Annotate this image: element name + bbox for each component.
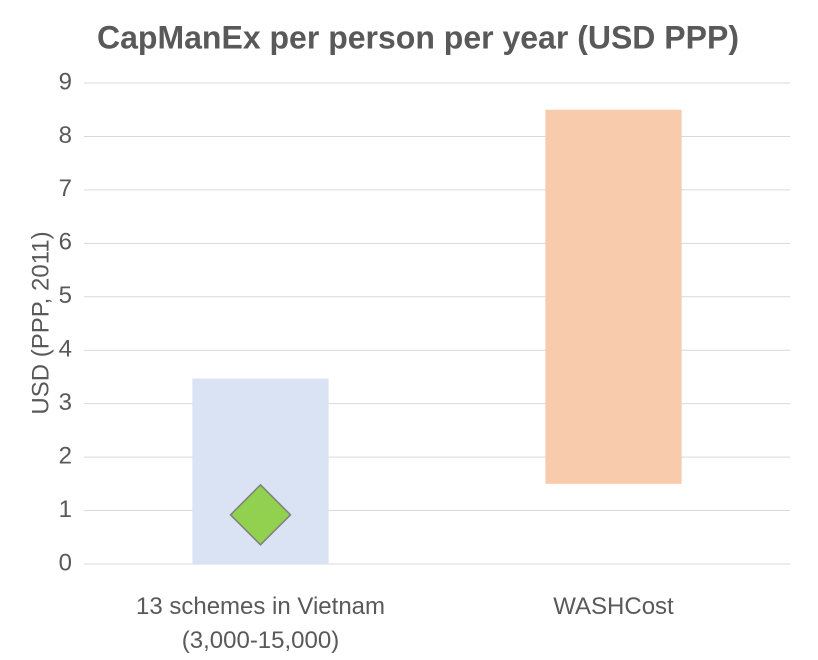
y-axis-label: USD (PPP, 2011) xyxy=(27,231,54,414)
y-tick-label: 1 xyxy=(59,496,72,523)
y-tick-label: 2 xyxy=(59,442,72,469)
range-bar xyxy=(545,109,682,484)
y-tick-label: 7 xyxy=(59,175,72,202)
x-tick-label: 13 schemes in Vietnam (3,000-15,000) xyxy=(135,593,386,654)
y-tick-label: 5 xyxy=(59,282,72,309)
y-tick-label: 0 xyxy=(59,549,72,576)
marker xyxy=(229,483,292,546)
y-tick-label: 9 xyxy=(59,68,72,95)
y-tick-label: 8 xyxy=(59,122,72,149)
y-tick-label: 3 xyxy=(59,389,72,416)
y-tick-label: 4 xyxy=(59,336,72,363)
chart-title: CapManEx per person per year (USD PPP) xyxy=(97,19,739,55)
x-tick-label: WASHCost xyxy=(553,593,674,620)
y-tick-label: 6 xyxy=(59,229,72,256)
